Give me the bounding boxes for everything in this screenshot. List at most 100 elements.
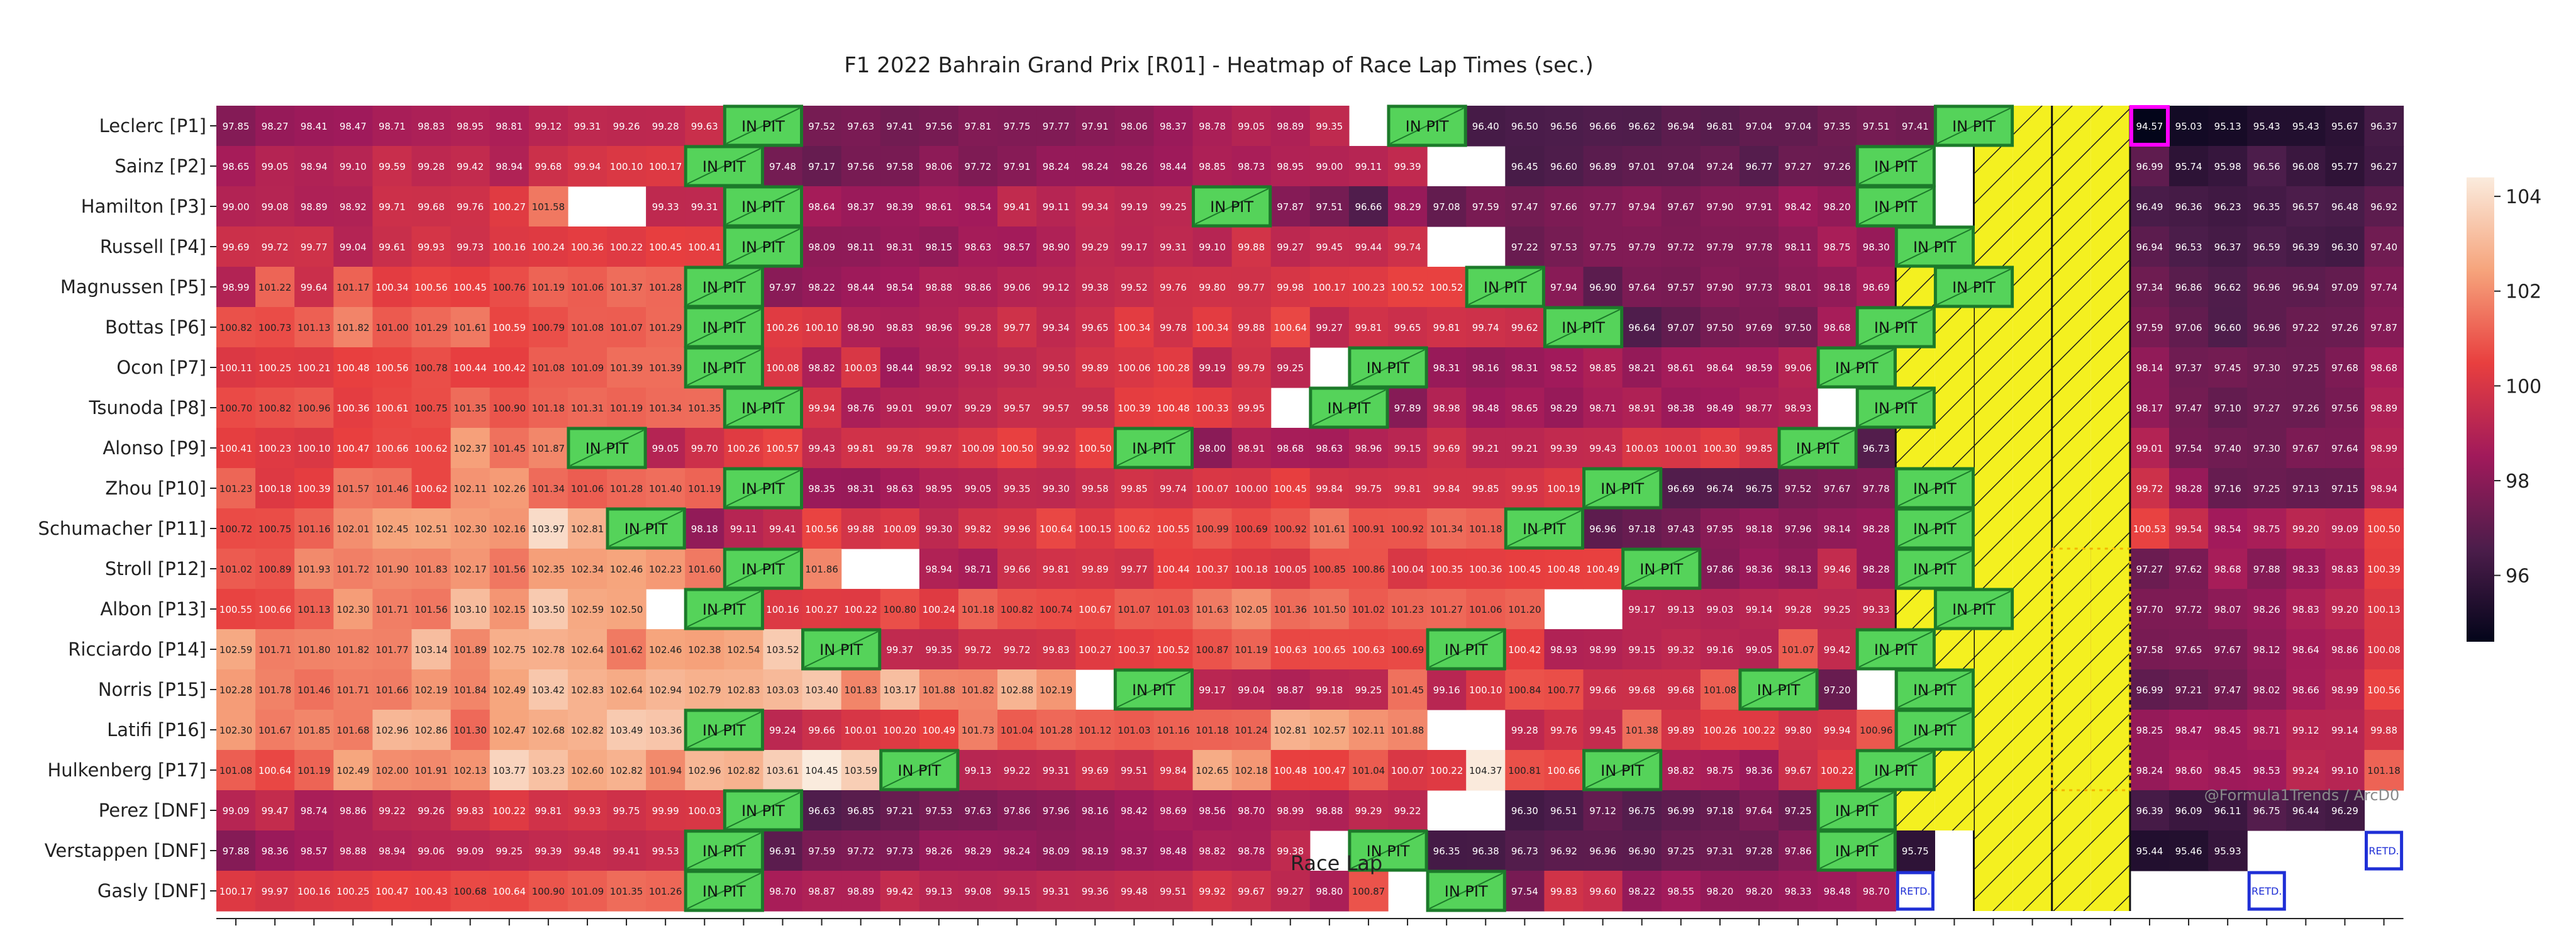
- heat-cell: [2208, 388, 2248, 428]
- cell-value: 99.93: [418, 242, 445, 253]
- heat-cell: [2208, 226, 2248, 267]
- pit-stop-label: IN PIT: [1406, 118, 1449, 135]
- heat-cell: [333, 871, 373, 912]
- cell-value: 98.78: [1199, 121, 1226, 132]
- cell-value: 97.62: [2175, 564, 2202, 575]
- cell-value: 98.68: [2370, 362, 2397, 374]
- cell-value: 98.09: [808, 242, 835, 253]
- cell-value: 98.55: [1667, 886, 1694, 897]
- cell-value: 97.26: [1824, 161, 1851, 172]
- pit-stop-label: IN PIT: [586, 440, 629, 457]
- cell-value: 97.12: [1589, 805, 1616, 817]
- cell-value: 98.52: [1550, 362, 1577, 374]
- cell-value: 96.60: [1550, 161, 1577, 172]
- heat-cell: [1700, 508, 1740, 549]
- heat-cell: [2286, 186, 2326, 227]
- cell-value: 99.80: [1199, 282, 1226, 293]
- heat-cell: [1036, 267, 1076, 308]
- cell-value: 96.35: [2253, 201, 2280, 213]
- cell-value: 101.07: [1782, 644, 1815, 656]
- cell-value: 99.84: [1433, 483, 1460, 495]
- heat-cell: [255, 146, 295, 187]
- heat-cell: [919, 790, 959, 831]
- heat-cell: [685, 629, 724, 670]
- heat-cell: [1036, 629, 1076, 670]
- cell-value: 100.35: [1430, 564, 1463, 575]
- pit-stop-slash: [1897, 228, 1972, 265]
- cell-value: 97.72: [964, 161, 991, 172]
- pit-stop-slash: [1936, 591, 2011, 627]
- heat-cell: [2208, 629, 2248, 670]
- heat-cell: [841, 388, 881, 428]
- pit-stop-label: IN PIT: [702, 279, 746, 296]
- cell-value: 98.00: [1199, 443, 1226, 454]
- cell-value: 101.87: [532, 443, 565, 454]
- heat-cell: [997, 146, 1037, 187]
- cell-value: 99.43: [808, 443, 835, 454]
- cell-value: 100.49: [1586, 564, 1619, 575]
- cell-value: 101.39: [649, 362, 682, 374]
- cell-value: 98.33: [2292, 564, 2319, 575]
- heat-cell: [958, 629, 998, 670]
- heat-cell: [1622, 388, 1662, 428]
- heat-cell: [2325, 669, 2365, 710]
- heat-cell: [2364, 307, 2404, 348]
- heat-cell: [1309, 468, 1350, 509]
- cell-value: 98.36: [1745, 564, 1772, 575]
- heat-cell: [1466, 750, 1506, 791]
- cell-value: 99.42: [457, 161, 484, 172]
- heat-cell: [802, 790, 842, 831]
- heat-cell: [2247, 589, 2287, 630]
- pit-stop-label: IN PIT: [1757, 681, 1801, 699]
- heat-cell: [1427, 428, 1467, 469]
- heat-cell: [1779, 710, 1818, 751]
- heat-cell: [294, 790, 334, 831]
- heat-cell: [802, 508, 842, 549]
- cell-value: 99.31: [1160, 242, 1187, 253]
- cell-value: 97.25: [2292, 362, 2319, 374]
- heat-cell: [1192, 629, 1233, 670]
- cell-value: 98.78: [1238, 846, 1265, 857]
- fastest-lap-box: [2129, 105, 2170, 147]
- cell-value: 97.94: [1550, 282, 1577, 293]
- x-axis-title: Race Lap: [1291, 851, 1382, 875]
- heat-cell: [1231, 669, 1272, 710]
- cell-value: 102.45: [375, 523, 409, 535]
- heat-cell: [1036, 347, 1076, 388]
- heat-cell: [880, 267, 920, 308]
- cell-value: 97.96: [1785, 523, 1812, 535]
- cell-value: 97.41: [1902, 121, 1929, 132]
- pit-stop-slash: [570, 430, 644, 466]
- cell-value: 100.47: [375, 886, 409, 897]
- cell-value: 98.60: [2175, 765, 2202, 776]
- cell-value: 100.73: [258, 322, 292, 333]
- safety-car-cell: [2090, 106, 2130, 911]
- cell-value: 97.88: [223, 846, 250, 857]
- cell-value: 99.68: [1667, 685, 1694, 696]
- cell-value: 97.04: [1785, 121, 1812, 132]
- cell-value: 99.35: [1316, 121, 1343, 132]
- cell-value: 98.71: [379, 121, 406, 132]
- cell-value: 100.62: [414, 443, 448, 454]
- heat-cell: [1583, 146, 1623, 187]
- heat-cell: [1153, 146, 1194, 187]
- cell-value: 97.08: [1433, 201, 1460, 213]
- cell-value: 97.91: [1745, 201, 1772, 213]
- cell-value: 101.30: [453, 725, 487, 736]
- heat-cell: [1270, 347, 1311, 388]
- heat-cell: [1309, 226, 1350, 267]
- cell-value: 101.88: [1391, 725, 1424, 736]
- cell-value: 101.07: [1118, 604, 1151, 615]
- heat-cell: [802, 468, 842, 509]
- cell-value: 101.73: [962, 725, 995, 736]
- pit-stop-label: IN PIT: [1601, 762, 1644, 780]
- cell-value: 102.82: [610, 765, 643, 776]
- cell-value: 97.79: [1706, 242, 1733, 253]
- cell-value: 96.30: [1511, 805, 1538, 817]
- cell-value: 97.94: [1628, 201, 1655, 213]
- heat-cell: [1700, 267, 1740, 308]
- heat-cell: [2129, 146, 2170, 187]
- cell-value: 101.06: [1469, 604, 1502, 615]
- cell-value: 98.29: [964, 846, 991, 857]
- cell-value: 98.33: [1785, 886, 1812, 897]
